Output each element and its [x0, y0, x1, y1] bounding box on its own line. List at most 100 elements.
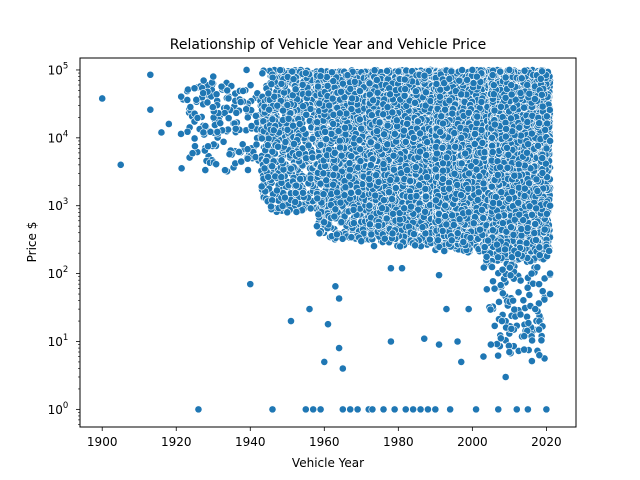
- data-point: [213, 127, 222, 136]
- data-point: [328, 68, 336, 77]
- data-point: [416, 129, 424, 138]
- data-point: [380, 130, 389, 139]
- data-point: [246, 81, 255, 90]
- data-point: [406, 177, 415, 185]
- data-point: [212, 90, 221, 99]
- data-point: [295, 149, 303, 158]
- data-point: [369, 96, 378, 105]
- data-point: [322, 176, 331, 185]
- data-point: [365, 79, 374, 88]
- data-point: [265, 105, 274, 114]
- data-point: [204, 142, 212, 151]
- data-point: [308, 134, 317, 143]
- data-point: [415, 181, 424, 190]
- data-point: [329, 180, 338, 189]
- data-point: [268, 162, 277, 171]
- data-point: [379, 110, 388, 119]
- data-point: [208, 103, 217, 112]
- data-point: [421, 192, 430, 201]
- data-point: [290, 139, 298, 148]
- data-point: [177, 130, 185, 138]
- data-point: [403, 119, 412, 128]
- data-point: [314, 210, 323, 219]
- points-layer: [98, 66, 554, 414]
- data-point: [319, 190, 328, 199]
- data-point: [383, 121, 392, 130]
- data-point: [306, 204, 315, 213]
- data-point: [410, 230, 418, 238]
- data-point: [247, 122, 256, 130]
- data-point: [219, 137, 228, 146]
- data-point: [299, 188, 307, 197]
- data-point: [183, 96, 192, 104]
- data-point: [330, 212, 339, 221]
- data-point: [426, 97, 435, 105]
- data-point: [331, 205, 340, 214]
- data-point: [322, 135, 331, 144]
- data-point: [277, 173, 286, 182]
- data-point: [306, 174, 315, 183]
- data-point: [355, 115, 364, 124]
- data-point: [296, 175, 305, 183]
- data-point: [401, 85, 410, 93]
- data-point: [313, 194, 322, 203]
- data-point: [252, 140, 261, 149]
- data-point: [325, 101, 334, 110]
- data-point: [367, 230, 376, 239]
- data-point: [284, 114, 293, 123]
- data-point: [371, 191, 380, 200]
- data-point: [421, 207, 429, 216]
- data-point: [259, 117, 268, 126]
- data-point: [295, 120, 304, 128]
- data-point: [328, 94, 337, 103]
- data-point: [346, 85, 355, 93]
- data-point: [345, 172, 354, 181]
- data-point: [347, 188, 355, 197]
- data-point: [217, 82, 226, 91]
- data-point: [238, 140, 247, 149]
- data-point: [395, 215, 404, 224]
- data-point: [392, 116, 401, 125]
- data-point: [373, 88, 382, 97]
- chart-title: Relationship of Vehicle Year and Vehicle…: [170, 37, 486, 53]
- data-point: [347, 152, 356, 161]
- data-point: [354, 188, 363, 197]
- data-point: [342, 109, 351, 118]
- data-point: [278, 202, 287, 210]
- data-point: [242, 105, 251, 114]
- data-point: [193, 114, 202, 122]
- data-point: [177, 92, 186, 101]
- data-point: [365, 220, 374, 229]
- data-point: [244, 166, 252, 174]
- data-point: [341, 123, 349, 132]
- data-point: [183, 127, 192, 136]
- data-point: [390, 130, 399, 138]
- data-point: [373, 142, 382, 151]
- data-point: [199, 76, 208, 85]
- data-point: [339, 79, 347, 88]
- data-point: [304, 89, 313, 98]
- data-point: [416, 147, 424, 156]
- data-point: [411, 98, 419, 107]
- data-point: [349, 205, 358, 214]
- data-point: [386, 176, 395, 184]
- data-point: [340, 191, 349, 200]
- data-point: [281, 138, 290, 146]
- data-point: [279, 106, 287, 115]
- data-point: [225, 150, 234, 159]
- data-point: [201, 166, 210, 174]
- data-point: [418, 223, 427, 232]
- data-point: [243, 113, 252, 122]
- data-point: [203, 98, 212, 107]
- data-point: [192, 95, 201, 104]
- data-point: [400, 91, 409, 100]
- data-point: [374, 221, 383, 230]
- data-point: [400, 75, 409, 84]
- data-point: [349, 219, 358, 227]
- data-point: [224, 114, 233, 123]
- data-point: [403, 166, 412, 175]
- data-point: [357, 124, 366, 133]
- data-point: [314, 82, 322, 91]
